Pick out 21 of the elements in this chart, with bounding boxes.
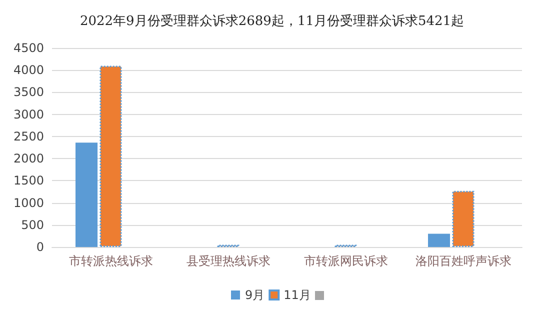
- bar: [452, 190, 474, 247]
- y-tick-label: 500: [21, 218, 44, 232]
- bar: [100, 66, 122, 247]
- y-tick-label: 1000: [13, 196, 44, 210]
- y-tick-label: 2500: [13, 129, 44, 144]
- y-tick-label: 2000: [13, 152, 44, 166]
- legend-label: 9月: [245, 288, 265, 302]
- legend-label: 11月: [284, 288, 311, 302]
- y-tick-label: 4000: [13, 63, 44, 78]
- y-tick-label: 4500: [13, 41, 44, 55]
- x-tick-label: 洛阳百姓呼声诉求: [415, 254, 512, 268]
- x-tick-label: 市转派网民诉求: [304, 254, 388, 268]
- y-tick-label: 3000: [13, 107, 44, 122]
- y-tick-label: 0: [36, 240, 44, 254]
- x-tick-label: 县受理热线诉求: [186, 254, 270, 268]
- x-tick-label: 市转派热线诉求: [68, 254, 153, 268]
- chart-title: 2022年9月份受理群众诉求2689起，11月份受理群众诉求5421起: [80, 14, 464, 29]
- y-tick-label: 3500: [13, 85, 44, 100]
- bar: [428, 234, 450, 247]
- bar: [76, 142, 98, 247]
- y-tick-label: 1500: [13, 174, 44, 188]
